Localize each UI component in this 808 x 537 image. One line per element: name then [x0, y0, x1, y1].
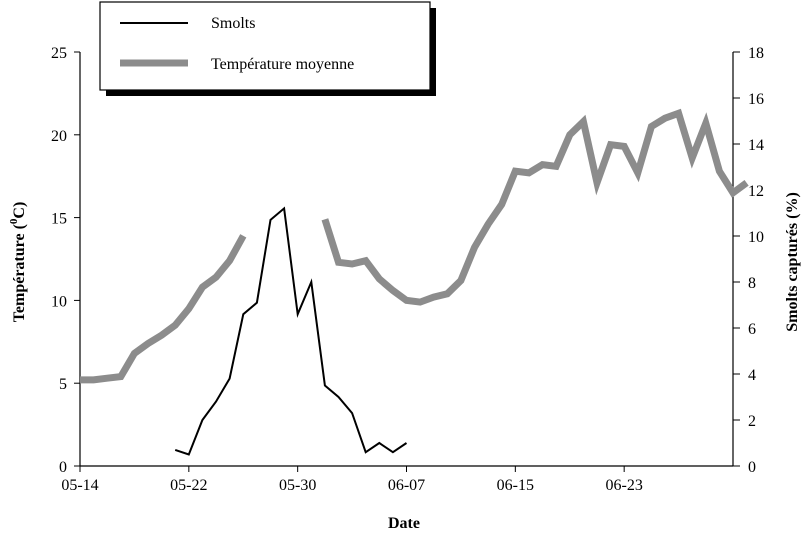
legend-label-temperature: Température moyenne [211, 56, 354, 73]
y-right-tick-label: 0 [748, 459, 756, 476]
y-right-tick-label: 6 [748, 321, 756, 338]
y-right-tick-label: 16 [748, 91, 764, 108]
y-left-title-sup: 0 [8, 218, 20, 224]
legend-label-smolts: Smolts [211, 15, 255, 32]
x-tick-label: 06-23 [606, 477, 643, 494]
y-right-tick-label: 18 [748, 45, 764, 62]
x-tick-label: 05-14 [61, 477, 98, 494]
y-right-tick-label: 14 [748, 137, 764, 154]
series-line-temperature [321, 108, 749, 306]
legend: Smolts Température moyenne [99, 1, 436, 96]
y-left-tick-label: 15 [51, 211, 67, 228]
y-left-tick-label: 10 [51, 293, 67, 310]
y-left-tick-label: 25 [51, 45, 67, 62]
y-right-tick-label: 8 [748, 275, 756, 292]
axes: 0 5 10 15 20 25 0 2 4 6 8 10 12 14 16 18 05-14 05-22 05-30… [51, 45, 764, 494]
y-right-tick-label: 4 [748, 367, 756, 384]
y-left-title-end: C) [11, 202, 28, 219]
x-tick-label: 05-30 [279, 477, 316, 494]
x-tick-label: 05-22 [170, 477, 207, 494]
x-tick-label: 06-07 [388, 477, 425, 494]
legend-box [99, 1, 431, 91]
y-left-tick-label: 0 [59, 459, 67, 476]
x-axis-title: Date [388, 515, 420, 532]
y-right-tick-label: 2 [748, 413, 756, 430]
y-left-title-main: Température ( [11, 224, 28, 322]
series-layer [79, 108, 749, 456]
series-line-smolts [174, 206, 408, 456]
y-right-tick-label: 12 [748, 183, 764, 200]
x-tick-label: 06-15 [497, 477, 534, 494]
y-left-tick-label: 20 [51, 128, 67, 145]
y-left-tick-label: 5 [59, 376, 67, 393]
y-right-axis-title: Smolts capturés (%) [784, 192, 801, 332]
y-right-tick-label: 10 [748, 229, 764, 246]
series-line-temperature [80, 234, 247, 384]
y-left-axis-title: Température (0C) [8, 202, 28, 323]
